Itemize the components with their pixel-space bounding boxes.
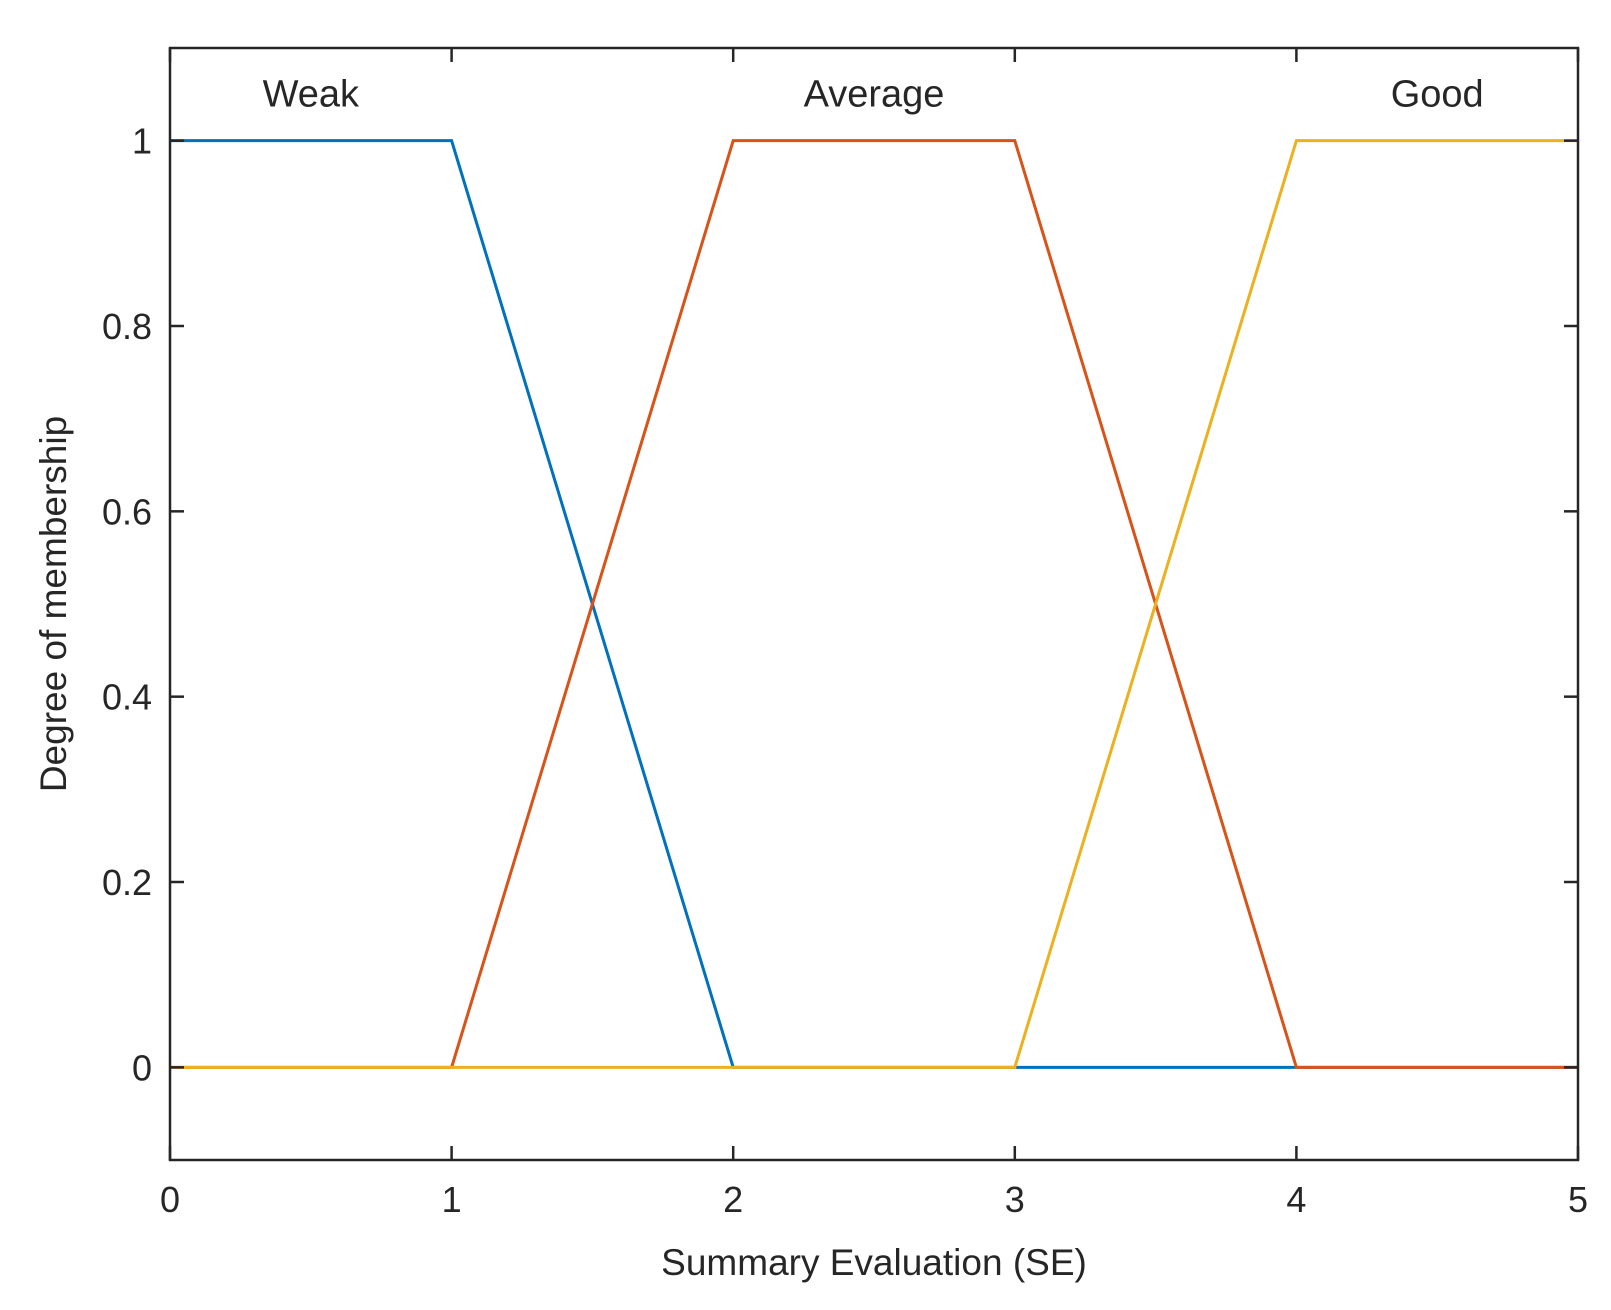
x-tick-label: 3 <box>1005 1179 1025 1220</box>
plot-area-frame <box>168 46 1580 1162</box>
series-line-good <box>170 139 1578 1069</box>
y-tick-label: 0.2 <box>102 862 152 903</box>
y-axis-label: Degree of membership <box>33 416 74 792</box>
x-tick-label: 5 <box>1568 1179 1588 1220</box>
mf-label-weak: Weak <box>263 73 360 115</box>
x-tick-label: 0 <box>160 1179 180 1220</box>
y-tick-label: 0 <box>132 1047 152 1088</box>
y-tick-label: 0.6 <box>102 491 152 532</box>
mf-label-good: Good <box>1391 73 1484 115</box>
x-tick-label: 2 <box>723 1179 743 1220</box>
annotation-layer: Weak Average Good <box>263 73 1484 115</box>
y-tick-label: 1 <box>132 121 152 162</box>
y-tick-label: 0.4 <box>102 677 152 718</box>
tick-layer: 0 1 2 3 4 5 0 0.2 0.4 0.6 0.8 1 <box>102 48 1588 1220</box>
series-layer <box>170 139 1578 1069</box>
x-axis-label: Summary Evaluation (SE) <box>661 1242 1087 1283</box>
x-tick-label: 4 <box>1286 1179 1306 1220</box>
series-line-average <box>170 139 1578 1069</box>
mf-label-average: Average <box>804 73 945 115</box>
x-tick-label: 1 <box>442 1179 462 1220</box>
series-line-weak <box>170 139 1578 1069</box>
y-tick-label: 0.8 <box>102 306 152 347</box>
